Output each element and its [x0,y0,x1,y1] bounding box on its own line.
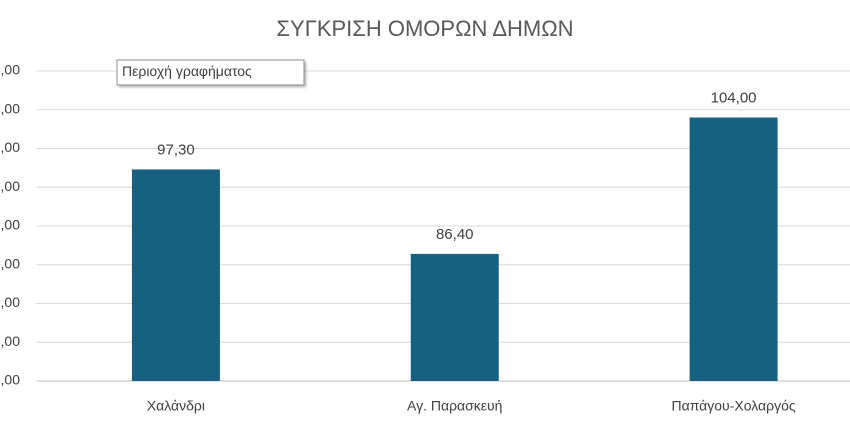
x-tick-label: Αγ. Παρασκευή [407,398,502,414]
y-tick-label: 105,00 [0,100,20,116]
bar [410,253,499,381]
y-tick-label: 100,00 [0,139,20,155]
bar [131,169,220,381]
data-label: 86,40 [436,226,474,243]
y-tick-label: 75,00 [0,333,20,349]
y-tick-label: 70,00 [0,372,20,388]
tooltip: Περιοχή γραφήματος [116,59,305,86]
x-tick-label: Παπάγου-Χολαργός [672,398,796,414]
y-tick-label: 95,00 [0,178,20,194]
tooltip-text: Περιοχή γραφήματος [122,63,252,79]
y-tick-label: 85,00 [0,255,20,271]
chart-title: ΣΥΓΚΡΙΣΗ ΟΜΟΡΩΝ ΔΗΜΩΝ [276,16,573,41]
y-tick-label: 80,00 [0,294,20,310]
y-tick-label: 90,00 [0,217,20,233]
y-tick-label: 110,00 [0,62,20,78]
tooltip-box [116,59,305,86]
bar [689,117,778,381]
data-label: 104,00 [711,89,757,106]
x-tick-label: Χαλάνδρι [147,398,205,414]
data-label: 97,30 [157,141,195,158]
